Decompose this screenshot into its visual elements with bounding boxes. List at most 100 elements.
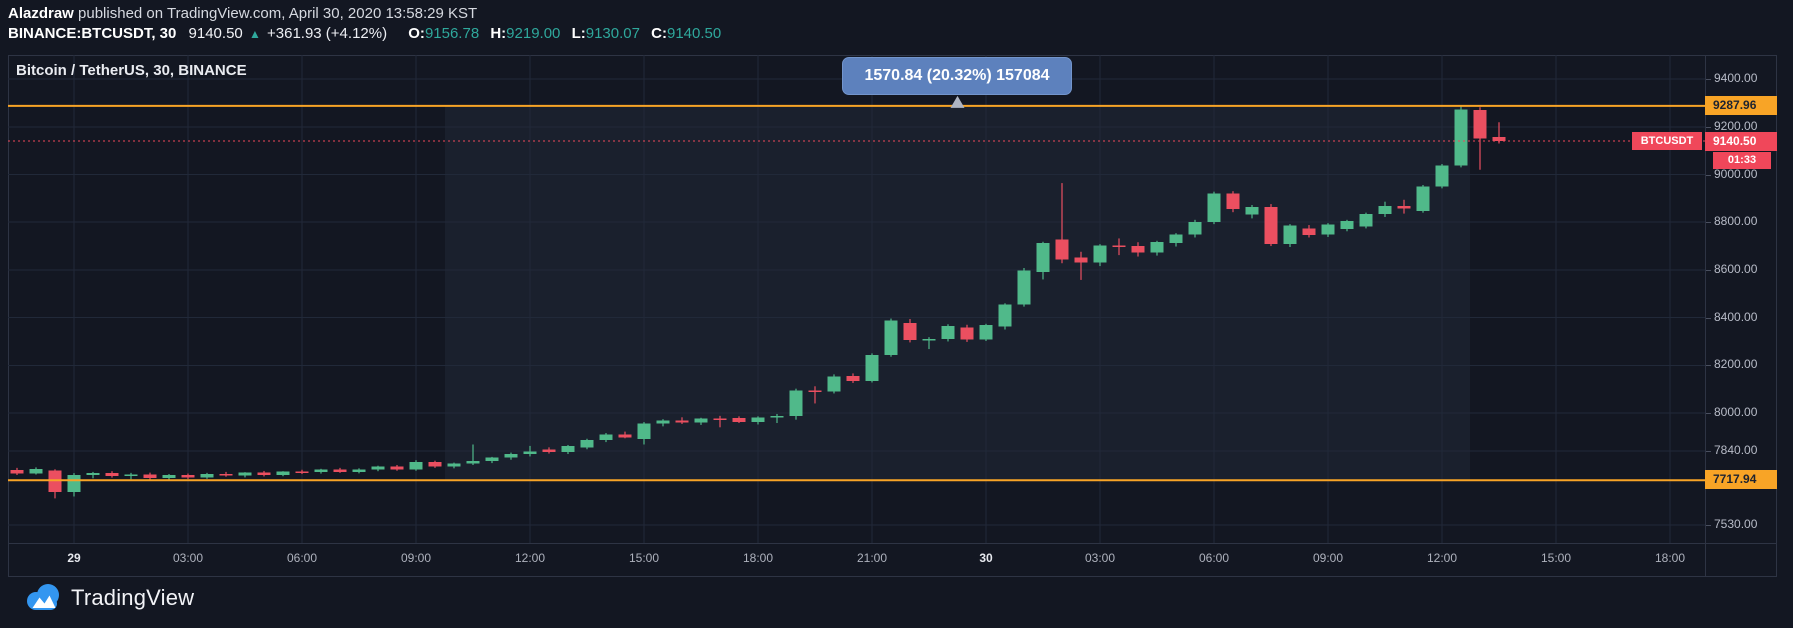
time-tick-label: 12:00 (514, 551, 546, 565)
candle (713, 415, 727, 428)
time-axis[interactable]: 29 03:00 06:00 09:00 12:00 15:00 18:00 21:00 30 0… (8, 543, 1705, 577)
candle (1245, 205, 1259, 219)
candle (428, 460, 442, 468)
time-tick-label: 03:00 (1084, 551, 1116, 565)
candle (1340, 219, 1354, 232)
candle (1359, 212, 1373, 229)
price-tick-label: 8800.00 (1714, 214, 1758, 229)
measure-region[interactable] (445, 105, 1470, 481)
candle (333, 467, 347, 473)
time-tick-label: 30 (979, 551, 993, 565)
price-tick-label: 8600.00 (1714, 261, 1758, 276)
price-tick-label: 7840.00 (1714, 443, 1758, 458)
time-tick-label: 21:00 (856, 551, 888, 565)
candle (846, 373, 860, 383)
chart-canvas[interactable] (8, 55, 1705, 543)
open-label: O: (408, 25, 425, 42)
tradingview-logo[interactable]: TradingView (26, 580, 194, 616)
time-tick-label: 06:00 (1198, 551, 1230, 565)
candle (1226, 191, 1240, 213)
candle (1302, 225, 1316, 238)
candle (1283, 224, 1297, 248)
time-axis-border (8, 543, 1777, 544)
price-tick-mark (1706, 525, 1711, 527)
candle (295, 469, 309, 475)
candle (48, 469, 62, 499)
price-tick-mark (1706, 317, 1711, 319)
last-price-label: 9140.50 (1705, 132, 1777, 151)
candle (1017, 267, 1031, 307)
time-tick-label: 12:00 (1426, 551, 1458, 565)
high-line-price-label: 9287.96 (1705, 96, 1777, 115)
candle (580, 438, 594, 450)
candle (1036, 241, 1050, 280)
publish-header: Alazdraw published on TradingView.com, A… (8, 5, 477, 22)
time-tick-label: 18:00 (1654, 551, 1686, 565)
last-price: 9140.50 (188, 25, 243, 42)
candle (352, 468, 366, 474)
author-name: Alazdraw (8, 5, 74, 22)
candle (542, 447, 556, 454)
candle (10, 467, 24, 476)
candle (390, 464, 404, 471)
candle (1055, 183, 1069, 264)
candle (960, 324, 974, 342)
bar-countdown: 01:33 (1713, 152, 1771, 169)
price-tick-label: 9000.00 (1714, 166, 1758, 181)
price-tick-label: 8200.00 (1714, 357, 1758, 372)
candle (257, 470, 271, 477)
candle (656, 419, 670, 427)
candle (1207, 191, 1221, 225)
chart-pane[interactable] (8, 55, 1705, 543)
candle (1150, 240, 1164, 256)
price-tick-mark (1706, 365, 1711, 367)
candle (865, 353, 879, 383)
time-tick-label: 29 (67, 551, 81, 565)
time-tick-label: 09:00 (1312, 551, 1344, 565)
candle (124, 472, 138, 480)
open-value: 9156.78 (424, 25, 480, 42)
candle (1397, 199, 1411, 214)
candle (1264, 204, 1278, 247)
price-tick-mark (1706, 174, 1711, 176)
candle (447, 462, 461, 469)
price-tick-label: 7530.00 (1714, 517, 1758, 532)
close-label: C: (651, 25, 667, 42)
up-triangle-icon: ▲ (248, 27, 261, 41)
candle (675, 417, 689, 424)
candle (181, 473, 195, 480)
time-tick-label: 06:00 (286, 551, 318, 565)
candle (599, 433, 613, 443)
candle (1473, 107, 1487, 170)
low-label: L: (571, 25, 586, 42)
candle (67, 473, 81, 497)
candle (29, 467, 43, 475)
candle (941, 324, 955, 342)
price-tick-mark (1706, 222, 1711, 224)
price-tick-label: 8000.00 (1714, 405, 1758, 419)
chart-legend-title[interactable]: Bitcoin / TetherUS, 30, BINANCE (16, 62, 247, 79)
candle (86, 471, 100, 479)
candle (922, 337, 936, 350)
candle (105, 471, 119, 478)
measure-range-label[interactable]: 1570.84 (20.32%) 157084 (842, 57, 1072, 95)
time-tick-label: 09:00 (400, 551, 432, 565)
low-line-price-label: 7717.94 (1705, 470, 1777, 489)
candle (903, 319, 917, 343)
candle (1435, 164, 1449, 189)
high-label: H: (490, 25, 507, 42)
candle (143, 472, 157, 481)
time-tick-label: 18:00 (742, 551, 774, 565)
candle (808, 386, 822, 404)
candle (1131, 242, 1145, 257)
time-tick-label: 15:00 (628, 551, 660, 565)
price-axis[interactable]: 9287.96 9140.50 01:33 7717.94 9400.00 920… (1705, 55, 1777, 577)
time-tick-label: 15:00 (1540, 551, 1572, 565)
measure-arrow-up-icon (950, 95, 965, 108)
candle (789, 388, 803, 420)
candle (770, 413, 784, 424)
candle (314, 468, 328, 474)
candle (618, 431, 632, 439)
candle (1416, 184, 1430, 213)
